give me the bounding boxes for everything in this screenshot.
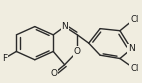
Text: N: N xyxy=(128,44,135,53)
Text: Cl: Cl xyxy=(130,64,138,73)
Text: O: O xyxy=(50,69,58,78)
Text: Cl: Cl xyxy=(130,15,138,24)
Text: F: F xyxy=(2,54,7,63)
Text: N: N xyxy=(61,22,68,31)
Text: O: O xyxy=(74,47,81,56)
